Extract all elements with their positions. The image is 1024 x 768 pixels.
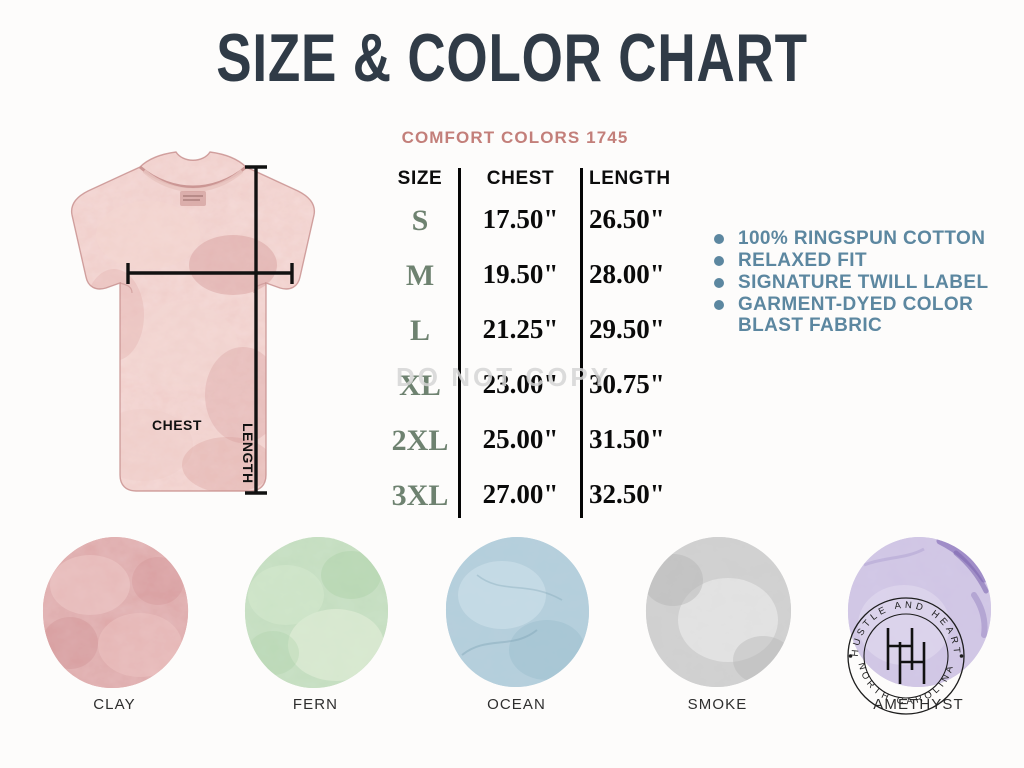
feature-list: 100% RINGSPUN COTTON RELAXED FIT SIGNATU… [708, 228, 1008, 337]
swatch-label: CLAY [93, 696, 136, 713]
row-chest: 27.00" [482, 479, 559, 509]
swatch-ocean[interactable]: OCEAN [434, 535, 599, 713]
header-chest: CHEST [486, 168, 555, 189]
row-size: L [409, 314, 430, 347]
page-title: SIZE & COLOR CHART [216, 20, 808, 96]
table-divider-1 [458, 168, 461, 518]
bullet-icon [714, 278, 724, 288]
row-size: 2XL [391, 424, 449, 457]
swatch-label: AMETHYST [873, 696, 964, 713]
header-length: LENGTH [589, 168, 671, 189]
row-length: 31.50" [589, 424, 665, 454]
table-divider-2 [580, 168, 583, 518]
feature-label: GARMENT-DYED COLOR BLAST FABRIC [738, 294, 974, 336]
swatch-blob [241, 535, 391, 690]
row-chest: 17.50" [482, 204, 559, 234]
tshirt-graphic [70, 151, 316, 495]
row-chest: 19.50" [482, 259, 559, 289]
swatch-blob [643, 535, 793, 690]
feature-item: 100% RINGSPUN COTTON [708, 228, 1008, 249]
feature-label: 100% RINGSPUN COTTON [738, 228, 986, 249]
row-length: 30.75" [589, 369, 665, 399]
row-length: 29.50" [589, 314, 665, 344]
swatch-blob [40, 535, 190, 690]
row-chest: 23.00" [482, 369, 559, 399]
feature-item: RELAXED FIT [708, 250, 1008, 271]
length-measure-arrow [245, 165, 267, 495]
bullet-icon [714, 234, 724, 244]
size-table: SIZE CHEST LENGTH S 17.50" 26.50" M 19.5… [382, 168, 722, 518]
length-label: LENGTH [240, 423, 256, 484]
swatch-label: OCEAN [487, 696, 546, 713]
row-size: M [405, 259, 435, 292]
swatch-blob [844, 535, 994, 690]
row-size: S [411, 204, 429, 237]
row-length: 32.50" [589, 479, 665, 509]
swatch-label: FERN [292, 696, 339, 713]
feature-label: RELAXED FIT [738, 250, 867, 271]
feature-item: SIGNATURE TWILL LABEL [708, 272, 1008, 293]
chest-measure-arrow [126, 263, 294, 284]
row-chest: 21.25" [482, 314, 559, 344]
feature-item: GARMENT-DYED COLOR BLAST FABRIC [708, 294, 1008, 336]
swatch-fern[interactable]: FERN [233, 535, 398, 713]
color-swatch-row: CLAY [0, 535, 1024, 735]
row-size: 3XL [391, 479, 449, 512]
row-size: XL [399, 369, 441, 402]
chest-label: CHEST [152, 417, 202, 433]
bullet-icon [714, 300, 724, 310]
page-subtitle: COMFORT COLORS 1745 [401, 128, 629, 147]
tshirt-illustration: CHEST LENGTH [28, 145, 358, 520]
row-chest: 25.00" [482, 424, 559, 454]
header-size: SIZE [397, 168, 443, 189]
swatch-label: SMOKE [687, 696, 748, 713]
swatch-blob [442, 535, 592, 690]
swatch-smoke[interactable]: SMOKE [635, 535, 800, 713]
row-length: 26.50" [589, 204, 665, 234]
swatch-clay[interactable]: CLAY [32, 535, 197, 713]
feature-label: SIGNATURE TWILL LABEL [738, 272, 989, 293]
bullet-icon [714, 256, 724, 266]
swatch-amethyst[interactable]: AMETHYST [836, 535, 1001, 713]
row-length: 28.00" [589, 259, 665, 289]
